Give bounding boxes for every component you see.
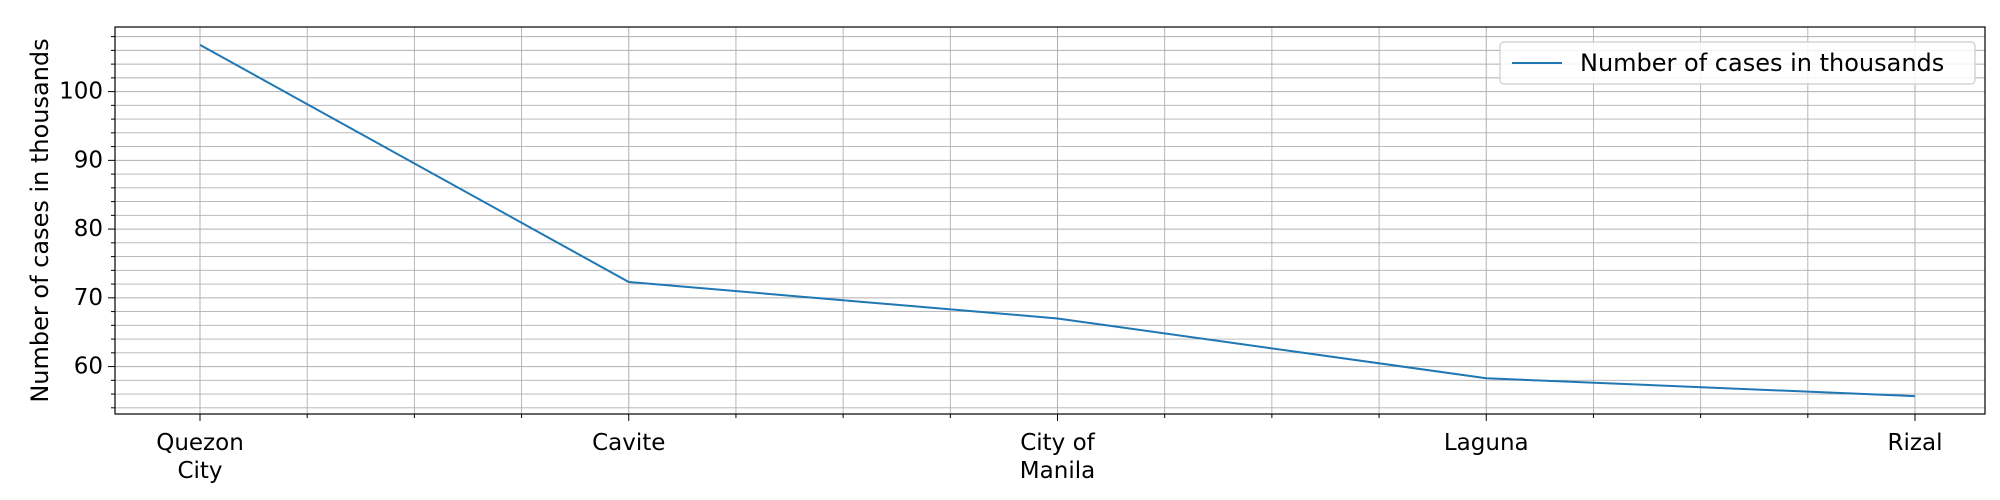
y-tick-labels: 60 70 80 90 100 [59,79,103,380]
minor-grid [115,27,1985,414]
series-layer [199,43,1916,398]
legend: Number of cases in thousands [1499,41,1976,85]
y-tick-label: 80 [74,216,103,242]
y-tick-label: 70 [74,285,103,311]
major-grid [115,27,1985,414]
plot-frame [114,26,1986,415]
series-line [199,43,1916,398]
y-tick-label: 90 [74,147,103,173]
x-tick-label: Quezon City [156,430,244,484]
x-tick-label: City of Manila [1020,430,1096,484]
x-tick-labels: Quezon City Cavite City of Manila Laguna Rizal [156,430,1942,484]
x-tick-label: Rizal [1888,430,1943,456]
y-axis-label: Number of cases in thousands [26,38,54,402]
legend-label: Number of cases in thousands [1580,49,1944,77]
y-tick-label: 100 [59,79,103,105]
legend-box [1499,41,1976,85]
axis-ticks [108,36,1916,421]
y-tick-label: 60 [74,354,103,380]
x-tick-label: Laguna [1444,430,1529,456]
x-tick-label: Cavite [592,430,665,456]
